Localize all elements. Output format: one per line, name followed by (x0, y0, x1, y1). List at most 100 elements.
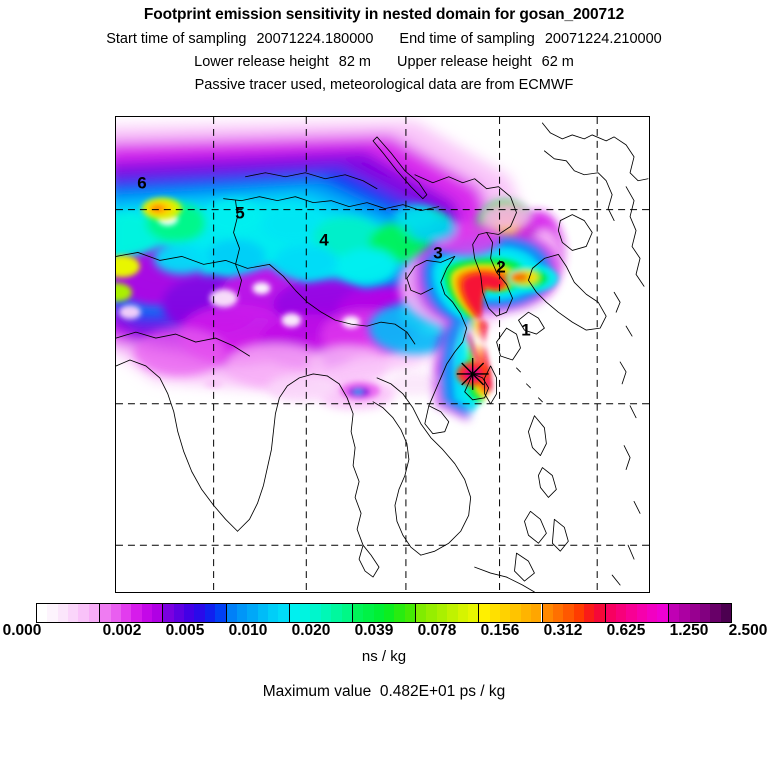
colorbar-tick-0: 0.000 (2, 622, 42, 639)
colorbar-band (257, 604, 268, 622)
colorbar-wrapper (36, 603, 732, 623)
colorbar-band (341, 604, 352, 622)
colorbar-band (605, 604, 617, 622)
colorbar-band (100, 604, 111, 622)
colorbar-band (247, 604, 258, 622)
colorbar-band (563, 604, 574, 622)
colorbar-tick-5: 0.039 (354, 622, 394, 639)
colorbar-band (436, 604, 448, 622)
colorbar-band (679, 604, 690, 622)
start-time-value: 20071224.180000 (256, 31, 374, 47)
colorbar-band (110, 604, 121, 622)
colorbar-tick-3: 0.010 (228, 622, 268, 639)
colorbar-tick-labels: 0.000 0.002 0.005 0.010 0.020 0.039 0.078 0.156… (0, 622, 768, 644)
map-plot-panel: 6 5 4 3 2 1 (115, 116, 650, 593)
colorbar-band (289, 604, 301, 622)
colorbar-band (447, 604, 458, 622)
sampling-time-line: Start time of sampling 20071224.180000 End… (0, 31, 768, 47)
colorbar-band (215, 604, 226, 622)
colorbar-segment (352, 604, 417, 622)
colorbar-band (500, 604, 511, 622)
colorbar-band (204, 604, 216, 622)
colorbar-band (37, 604, 48, 622)
colorbar-band (194, 604, 205, 622)
maximum-value-line: Maximum value 0.482E+01 ps / kg (0, 683, 768, 701)
colorbar-band (583, 604, 595, 622)
upper-release-height-value: 62 m (541, 54, 574, 70)
start-time-label: Start time of sampling (106, 31, 247, 47)
colorbar-tick-9: 0.625 (606, 622, 646, 639)
colorbar-tick-11: 2.500 (728, 622, 768, 639)
colorbar-band (616, 604, 627, 622)
colorbar-tick-6: 0.078 (417, 622, 457, 639)
colorbar-tick-4: 0.020 (291, 622, 331, 639)
colorbar-band (668, 604, 680, 622)
colorbar (36, 603, 732, 623)
colorbar-band (352, 604, 364, 622)
colorbar-band (163, 604, 174, 622)
colorbar-band (310, 604, 321, 622)
colorbar-band (300, 604, 311, 622)
tracer-note: Passive tracer used, meteorological data… (194, 77, 574, 93)
colorbar-band (552, 604, 564, 622)
colorbar-band (68, 604, 79, 622)
upper-release-height-label: Upper release height (397, 54, 532, 70)
colorbar-band (489, 604, 501, 622)
colorbar-segment (100, 604, 164, 622)
colorbar-band (151, 604, 163, 622)
colorbar-band (47, 604, 58, 622)
colorbar-band (278, 604, 289, 622)
end-time-value: 20071224.210000 (544, 31, 662, 47)
latlon-gridlines (116, 117, 649, 592)
maximum-value-label: Maximum value (262, 683, 372, 700)
maximum-value-unit: ps / kg (459, 683, 506, 700)
colorbar-band (363, 604, 374, 622)
colorbar-segment (163, 604, 227, 622)
colorbar-band (331, 604, 342, 622)
colorbar-band (510, 604, 521, 622)
end-time-label: End time of sampling (399, 31, 535, 47)
colorbar-band (141, 604, 152, 622)
colorbar-segment (668, 604, 732, 622)
colorbar-band (626, 604, 637, 622)
colorbar-band (394, 604, 405, 622)
figure-header: Footprint emission sensitivity in nested… (0, 0, 768, 93)
colorbar-band (689, 604, 700, 622)
colorbar-band (416, 604, 427, 622)
colorbar-band (657, 604, 668, 622)
page-title: Footprint emission sensitivity in nested… (143, 6, 625, 23)
colorbar-band (373, 604, 385, 622)
colorbar-tick-8: 0.312 (543, 622, 583, 639)
colorbar-segment (605, 604, 669, 622)
release-height-line: Lower release height 82 m Upper release he… (0, 54, 768, 70)
colorbar-band (173, 604, 185, 622)
release-marker-layer (116, 117, 649, 592)
colorbar-band (88, 604, 100, 622)
colorbar-segment (479, 604, 543, 622)
colorbar-band (647, 604, 658, 622)
colorbar-unit-label: ns / kg (361, 648, 407, 665)
colorbar-band (236, 604, 248, 622)
colorbar-band (531, 604, 542, 622)
colorbar-tick-2: 0.005 (165, 622, 205, 639)
colorbar-band (710, 604, 721, 622)
colorbar-band (120, 604, 132, 622)
colorbar-band (57, 604, 69, 622)
colorbar-band (636, 604, 648, 622)
colorbar-segment (226, 604, 290, 622)
colorbar-band (720, 604, 732, 622)
release-site-star (456, 357, 489, 390)
colorbar-band (131, 604, 142, 622)
colorbar-tick-1: 0.002 (102, 622, 142, 639)
lower-release-height-label: Lower release height (194, 54, 329, 70)
colorbar-band (226, 604, 237, 622)
colorbar-band (573, 604, 584, 622)
colorbar-band (426, 604, 437, 622)
colorbar-segment (289, 604, 353, 622)
colorbar-tick-10: 1.250 (669, 622, 709, 639)
colorbar-band (268, 604, 279, 622)
colorbar-tick-7: 0.156 (480, 622, 520, 639)
colorbar-band (467, 604, 479, 622)
colorbar-band (594, 604, 605, 622)
colorbar-band (457, 604, 468, 622)
